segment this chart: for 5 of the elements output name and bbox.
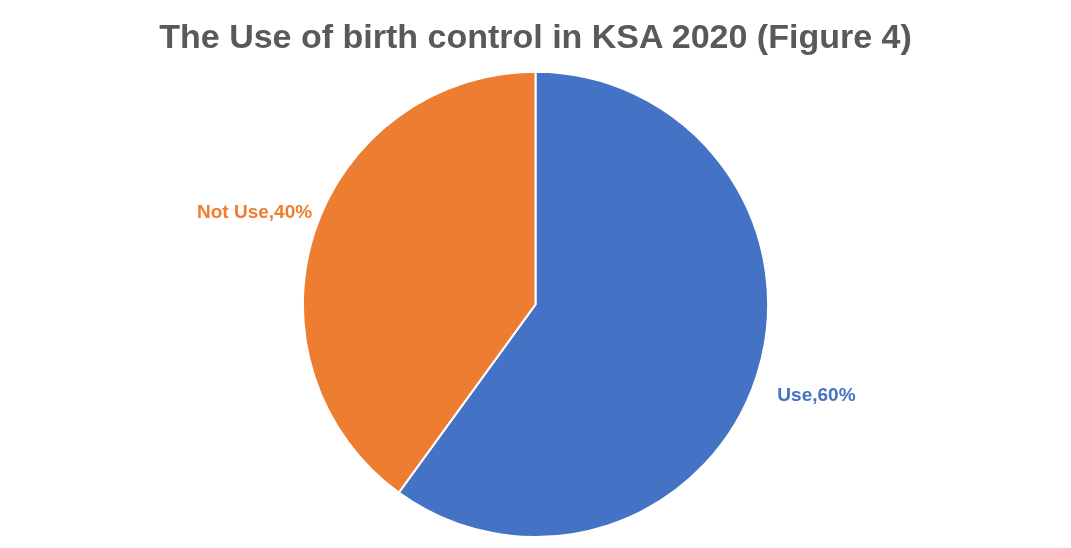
slice-label: Not Use bbox=[197, 201, 269, 223]
data-label: ,40% bbox=[268, 201, 313, 223]
slice-label: Use bbox=[777, 383, 813, 405]
data-label: ,60% bbox=[812, 383, 856, 405]
chart-title: The Use of birth control in KSA 2020 (Figure 4) bbox=[159, 16, 912, 55]
